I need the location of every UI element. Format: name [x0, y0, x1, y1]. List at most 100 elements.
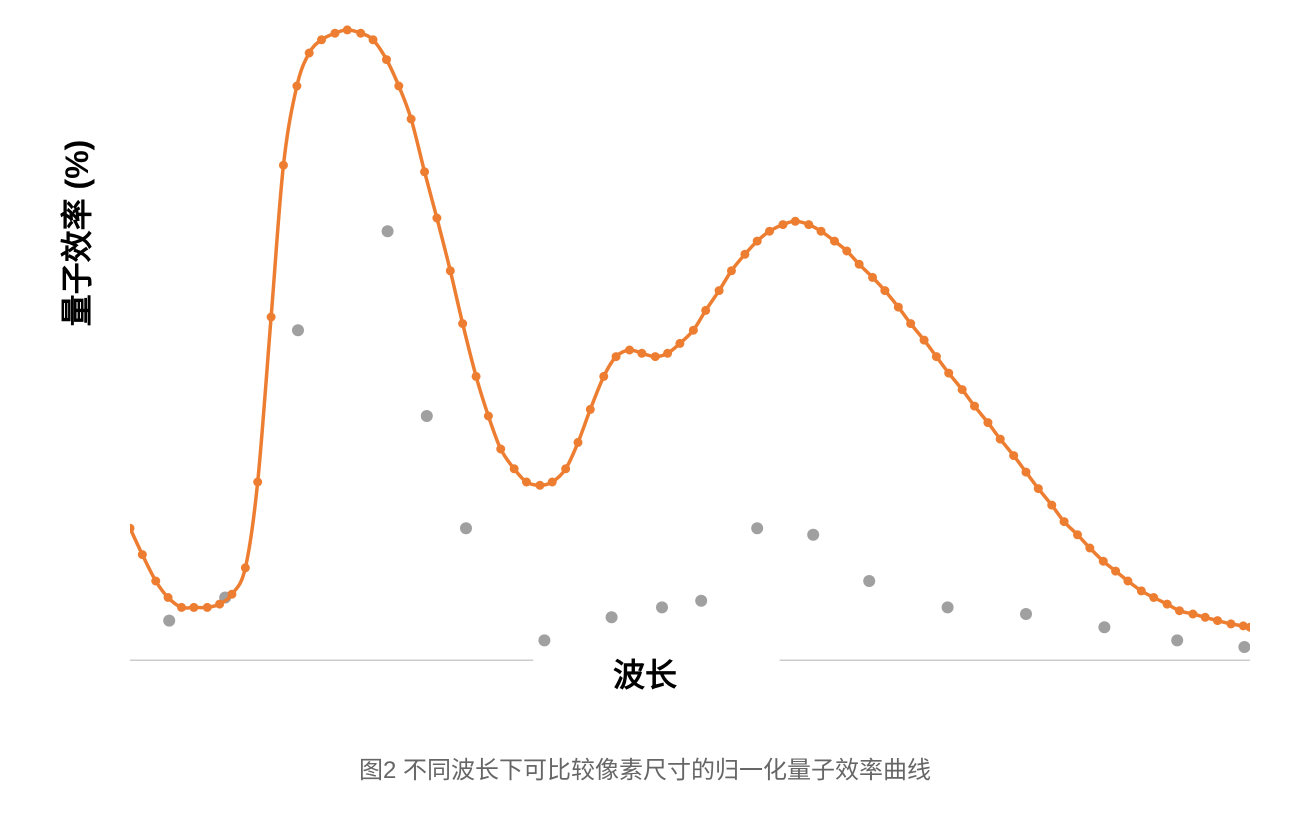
line-series-marker [382, 55, 391, 64]
scatter-point [1020, 608, 1032, 620]
scatter-point [382, 225, 394, 237]
line-series-marker [868, 273, 877, 282]
line-series-marker [1213, 616, 1222, 625]
line-series-marker [689, 326, 698, 335]
scatter-point [606, 611, 618, 623]
line-series-marker [932, 352, 941, 361]
scatter-point [460, 522, 472, 534]
line-series-marker [241, 563, 250, 572]
line-series-marker [855, 260, 864, 269]
line-series-marker [740, 250, 749, 259]
line-series-marker [1111, 567, 1120, 576]
line-series-marker [791, 217, 800, 226]
line-series-marker [253, 478, 262, 487]
plot-area [130, 20, 1250, 680]
line-series-marker [817, 227, 826, 236]
line-series-marker [407, 115, 416, 124]
line-series-marker [612, 352, 621, 361]
line-series-marker [970, 402, 979, 411]
line-series-marker [1085, 544, 1094, 553]
line-series-marker [177, 603, 186, 612]
line-series-marker [880, 286, 889, 295]
line-series-marker [1137, 586, 1146, 595]
line-series-marker [1060, 517, 1069, 526]
scatter-point [1171, 634, 1183, 646]
x-axis-label: 波长 [0, 650, 1290, 696]
line-series-marker [215, 600, 224, 609]
line-series-marker [369, 35, 378, 44]
figure-container: 量子效率 (%) 波长 图2 不同波长下可比较像素尺寸的归一化量子效率曲线 [0, 0, 1290, 825]
line-series-marker [356, 29, 365, 38]
line-series-marker [765, 227, 774, 236]
line-series-marker [1022, 468, 1031, 477]
line-series-marker [586, 405, 595, 414]
line-series-marker [420, 167, 429, 176]
line-series-marker [484, 412, 493, 421]
line-series-marker [842, 247, 851, 256]
line-series-marker [1226, 619, 1235, 628]
line-series-marker [1149, 593, 1158, 602]
line-series-marker [625, 346, 634, 355]
line-series-marker [227, 590, 236, 599]
chart-svg [130, 20, 1250, 680]
line-series-marker [522, 478, 531, 487]
scatter-point [807, 529, 819, 541]
scatter-point [863, 575, 875, 587]
scatter-point [292, 324, 304, 336]
line-series-marker [894, 303, 903, 312]
line-series-marker [1163, 600, 1172, 609]
line-series-marker [715, 286, 724, 295]
line-series-marker [446, 266, 455, 275]
line-series-marker [663, 349, 672, 358]
line-series-marker [651, 352, 660, 361]
scatter-point [421, 410, 433, 422]
y-axis-label: 量子效率 (%) [52, 133, 98, 333]
line-series-marker [394, 82, 403, 91]
line-series-marker [830, 237, 839, 246]
scatter-point [163, 615, 175, 627]
figure-caption: 图2 不同波长下可比较像素尺寸的归一化量子效率曲线 [0, 750, 1290, 785]
line-series-marker [1034, 484, 1043, 493]
line-series-marker [1188, 610, 1197, 619]
figure-caption-text: 图2 不同波长下可比较像素尺寸的归一化量子效率曲线 [359, 757, 931, 784]
line-series-marker [130, 524, 135, 533]
x-axis-label-text: 波长 [613, 657, 677, 693]
line-series-marker [944, 369, 953, 378]
line-series-marker [189, 603, 198, 612]
line-series-marker [675, 339, 684, 348]
line-series-marker [1201, 613, 1210, 622]
line-series-marker [1123, 577, 1132, 586]
line-series-marker [561, 464, 570, 473]
line-series-marker [317, 35, 326, 44]
line-series-marker [343, 25, 352, 34]
line-series-marker [458, 319, 467, 328]
line-series-marker [1175, 606, 1184, 615]
line-series-marker [574, 438, 583, 447]
line-series-marker [983, 418, 992, 427]
line-series-marker [548, 478, 557, 487]
line-series-marker [996, 435, 1005, 444]
line-series-marker [330, 29, 339, 38]
line-series-marker [906, 319, 915, 328]
line-series-marker [305, 49, 314, 58]
scatter-point [695, 595, 707, 607]
line-series-marker [535, 481, 544, 490]
line-series-marker [920, 336, 929, 345]
line-series-marker [727, 266, 736, 275]
line-series-marker [164, 593, 173, 602]
line-series-marker [1009, 451, 1018, 460]
line-series-marker [472, 372, 481, 381]
line-series-marker [432, 214, 441, 223]
line-series-marker [599, 372, 608, 381]
line-series-marker [279, 161, 288, 170]
line-series-marker [292, 82, 301, 91]
y-axis-label-text: 量子效率 (%) [59, 140, 95, 327]
line-series-marker [804, 220, 813, 229]
line-series-marker [496, 445, 505, 454]
scatter-point [1098, 621, 1110, 633]
line-series-marker [203, 603, 212, 612]
line-series-marker [1047, 501, 1056, 510]
line-series-marker [138, 550, 147, 559]
scatter-point [751, 522, 763, 534]
line-series-marker [701, 306, 710, 315]
